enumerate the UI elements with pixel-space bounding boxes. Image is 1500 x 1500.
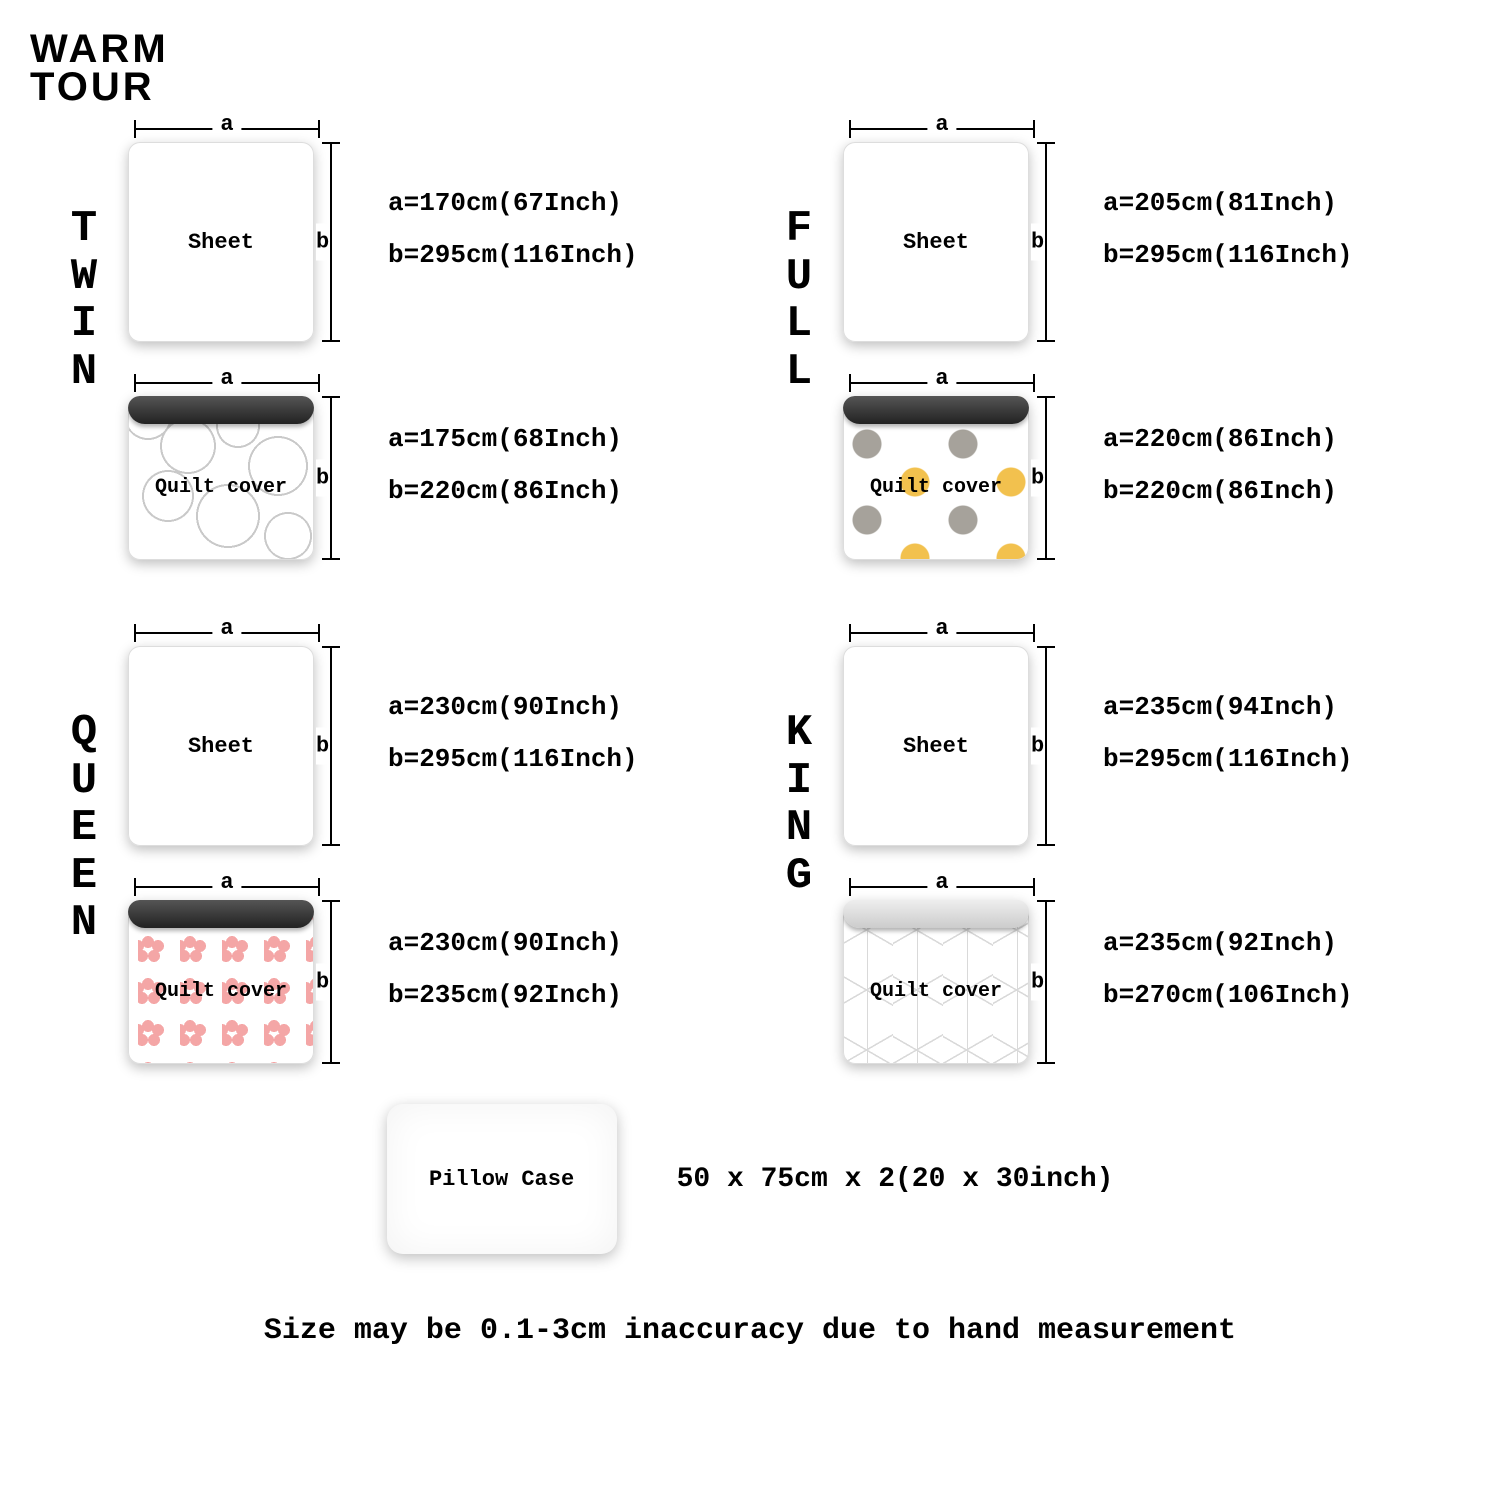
quilt-fold-icon bbox=[843, 396, 1029, 424]
full-sheet-box: Sheet bbox=[843, 142, 1029, 342]
king-sheet-row: a Sheet b a=235cm(94Inch) b=295cm(116Inc… bbox=[843, 620, 1353, 846]
king-sheet-box: Sheet bbox=[843, 646, 1029, 846]
size-label-full: FULL bbox=[775, 206, 823, 396]
cell-king: KING a Sheet b a=235cm(94Inch) b=295c bbox=[775, 620, 1450, 1064]
king-quilt-box: Quilt cover bbox=[843, 900, 1029, 1064]
dim-a-bracket: a bbox=[134, 116, 320, 142]
dim-a-label: a bbox=[212, 112, 241, 137]
quilt-label: Quilt cover bbox=[155, 476, 287, 499]
full-sheet-row: a Sheet b a=205cm(81Inch) b=295cm(116Inc… bbox=[843, 116, 1353, 342]
cell-twin: TWIN a Sheet b bbox=[60, 116, 735, 560]
pillow-label: Pillow Case bbox=[429, 1167, 574, 1192]
king-quilt-dims: a=235cm(92Inch) b=270cm(106Inch) bbox=[1103, 917, 1353, 1021]
queen-sheet-row: a Sheet b a=230cm(90Inch) b=295cm(116Inc… bbox=[128, 620, 638, 846]
king-quilt-row: a Quilt cover b a=235cm(92Inch) b=270cm(… bbox=[843, 874, 1353, 1064]
twin-sheet-row: a Sheet b a=170cm(67Inch) b=295cm( bbox=[128, 116, 638, 342]
pillow-dims: 50 x 75cm x 2(20 x 30inch) bbox=[677, 1164, 1114, 1195]
size-label-queen: QUEEN bbox=[60, 710, 108, 948]
king-sheet-dims: a=235cm(94Inch) b=295cm(116Inch) bbox=[1103, 681, 1353, 785]
size-label-twin: TWIN bbox=[60, 206, 108, 396]
pillow-box: Pillow Case bbox=[387, 1104, 617, 1254]
twin-sheet-dims: a=170cm(67Inch) b=295cm(116Inch) bbox=[388, 177, 638, 281]
twin-sheet-box: Sheet bbox=[128, 142, 314, 342]
queen-quilt-row: a Quilt cover b a=230cm(90Inch) b=235cm(… bbox=[128, 874, 638, 1064]
pillow-row: Pillow Case 50 x 75cm x 2(20 x 30inch) bbox=[30, 1104, 1470, 1254]
cell-queen: QUEEN a Sheet b a=230cm(90Inch) b=295 bbox=[60, 620, 735, 1064]
quilt-fold-icon bbox=[843, 900, 1029, 928]
brand-line2: TOUR bbox=[30, 68, 1470, 106]
full-quilt-row: a Quilt cover b a=220cm(86Inch) b=220cm(… bbox=[843, 370, 1353, 560]
quilt-fold-icon bbox=[128, 396, 314, 424]
cell-full: FULL a Sheet b a=205cm(81Inch) b=295c bbox=[775, 116, 1450, 560]
brand-logo: WARM TOUR bbox=[30, 30, 1470, 106]
queen-sheet-box: Sheet bbox=[128, 646, 314, 846]
twin-quilt-row: a Quilt cover b a=175cm(68Inc bbox=[128, 370, 638, 560]
twin-quilt-box: Quilt cover bbox=[128, 396, 314, 560]
twin-quilt-dims: a=175cm(68Inch) b=220cm(86Inch) bbox=[388, 413, 622, 517]
dim-b-bracket: b bbox=[318, 142, 344, 342]
brand-line1: WARM bbox=[30, 30, 1470, 68]
dim-a-bracket: a bbox=[134, 370, 320, 396]
footnote: Size may be 0.1-3cm inaccuracy due to ha… bbox=[30, 1314, 1470, 1348]
full-quilt-box: Quilt cover bbox=[843, 396, 1029, 560]
queen-quilt-box: Quilt cover bbox=[128, 900, 314, 1064]
size-label-king: KING bbox=[775, 710, 823, 900]
quilt-fold-icon bbox=[128, 900, 314, 928]
queen-sheet-dims: a=230cm(90Inch) b=295cm(116Inch) bbox=[388, 681, 638, 785]
sheet-label: Sheet bbox=[188, 230, 254, 255]
size-grid: TWIN a Sheet b bbox=[30, 116, 1470, 1064]
full-quilt-dims: a=220cm(86Inch) b=220cm(86Inch) bbox=[1103, 413, 1337, 517]
full-sheet-dims: a=205cm(81Inch) b=295cm(116Inch) bbox=[1103, 177, 1353, 281]
dim-b-label: b bbox=[316, 224, 329, 261]
queen-quilt-dims: a=230cm(90Inch) b=235cm(92Inch) bbox=[388, 917, 622, 1021]
dim-b-bracket: b bbox=[318, 396, 344, 560]
